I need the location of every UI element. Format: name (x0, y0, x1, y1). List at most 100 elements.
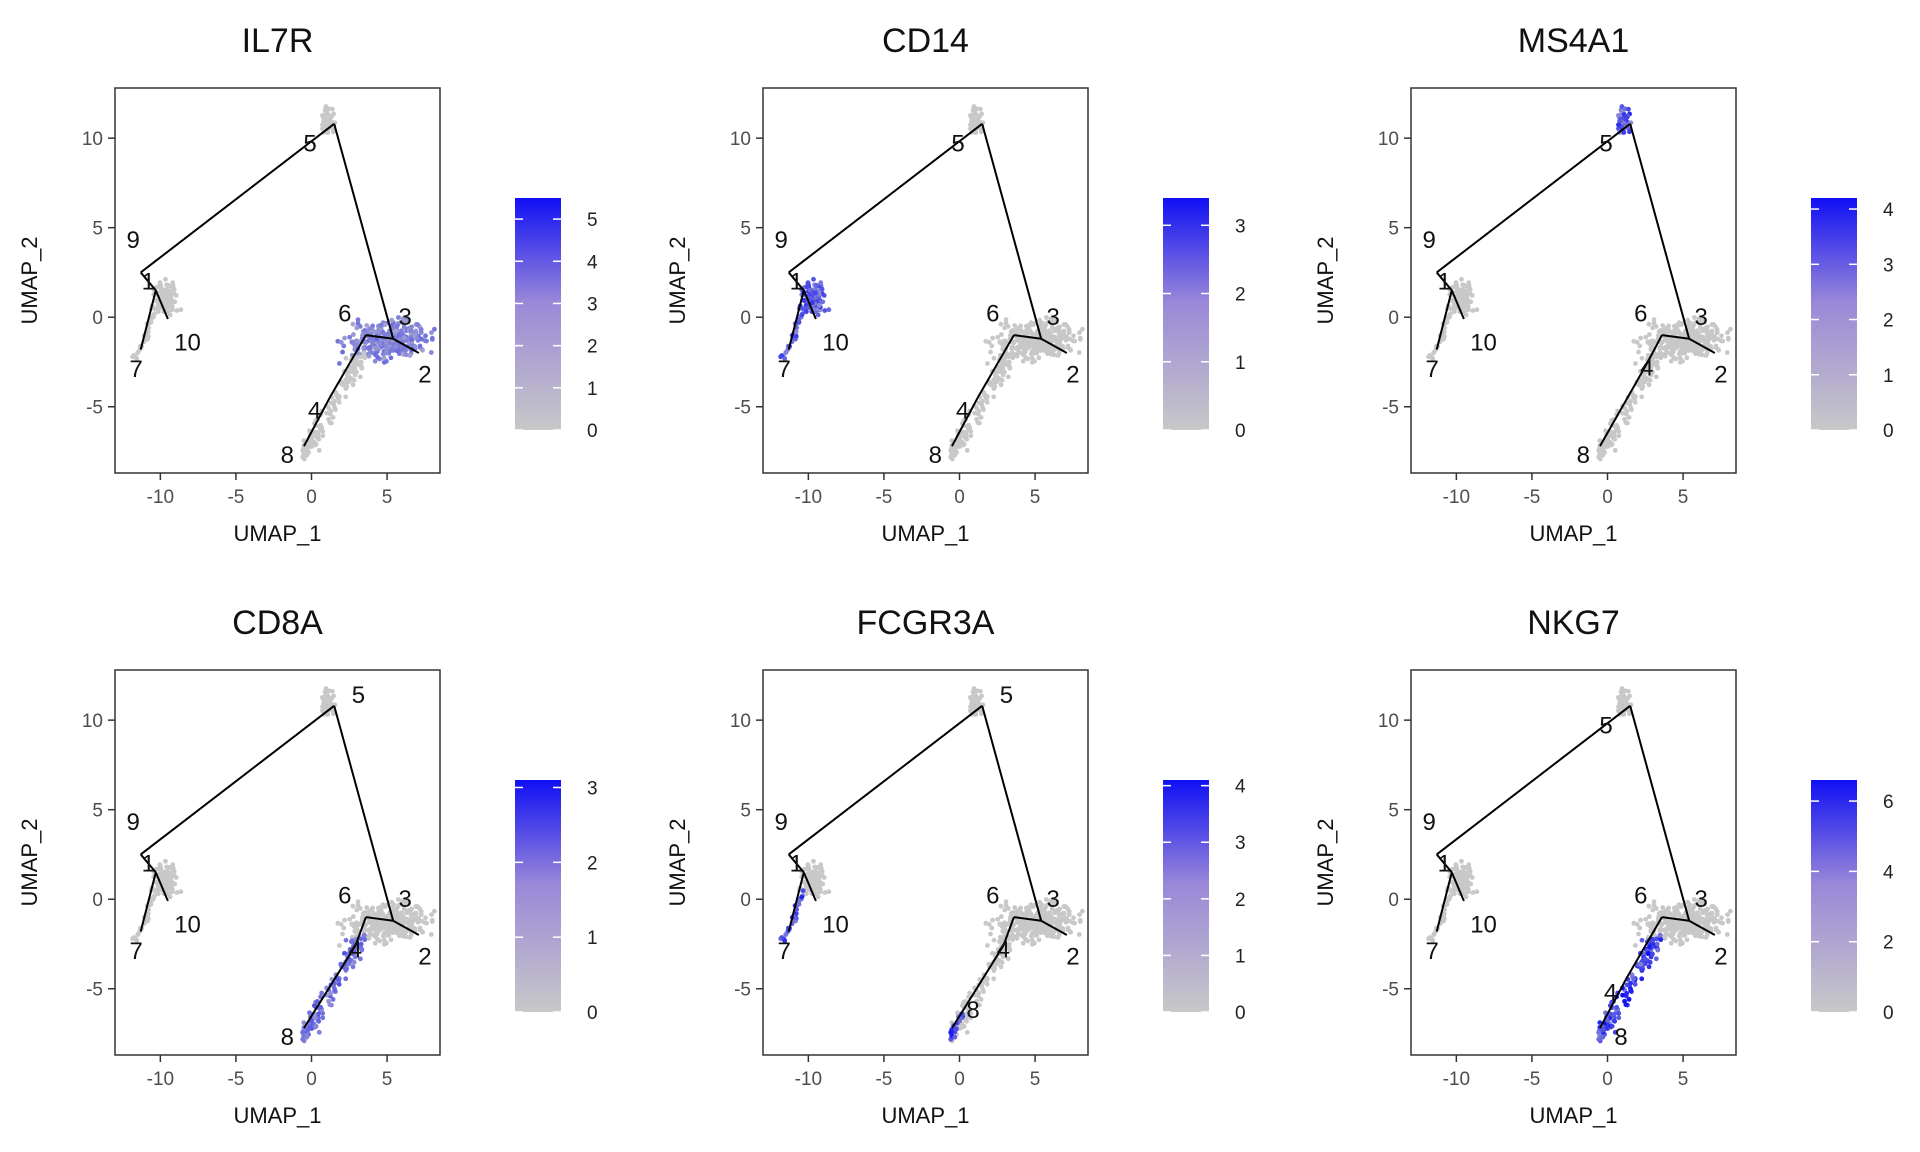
cell-point (309, 436, 315, 442)
cell-point (964, 1029, 970, 1035)
trajectory-edge (1661, 334, 1690, 340)
trajectory-node-label: 7 (777, 356, 790, 383)
cell-point (167, 894, 173, 900)
cell-point (1044, 332, 1050, 338)
cell-point (1018, 339, 1024, 345)
cell-point (782, 356, 788, 362)
x-tick-label: -5 (227, 487, 244, 508)
cell-point (1431, 932, 1437, 938)
y-tick-label: -5 (734, 398, 751, 419)
cell-point (1451, 309, 1457, 315)
cell-point (1430, 356, 1436, 362)
cell-point (341, 343, 347, 349)
cell-point (1719, 333, 1724, 339)
cell-point (1010, 328, 1016, 333)
cell-point (1474, 889, 1480, 895)
cell-point (1653, 374, 1659, 380)
cell-point (1657, 928, 1663, 933)
x-tick-label: 5 (1030, 487, 1041, 508)
cell-point (354, 338, 359, 344)
cell-point (968, 126, 973, 132)
cell-point (178, 307, 184, 313)
cell-point (394, 348, 400, 354)
cell-point (343, 355, 349, 361)
cell-point (422, 338, 428, 344)
cell-point (1643, 334, 1649, 340)
cell-point (1650, 325, 1656, 331)
trajectory-node-label: 7 (129, 356, 142, 383)
trajectory-node-label: 7 (1425, 356, 1438, 383)
trajectory-edge (139, 271, 157, 291)
cell-point (811, 858, 816, 864)
cell-points (1426, 686, 1733, 1044)
cell-point (809, 300, 815, 306)
x-tick-label: 5 (1678, 1069, 1689, 1090)
cell-point (1711, 322, 1716, 327)
trajectory-node-label: 2 (1066, 944, 1079, 971)
cell-point (812, 290, 818, 296)
cell-point (998, 332, 1004, 337)
cell-point (1655, 947, 1661, 953)
cell-point (1603, 428, 1608, 434)
cell-point (1057, 324, 1062, 330)
colorbar (1811, 780, 1857, 1012)
colorbar-tick-label: 0 (1235, 421, 1246, 442)
cell-point (400, 316, 406, 322)
cell-point (984, 399, 990, 405)
cell-point (1628, 988, 1634, 994)
cell-point (401, 324, 407, 330)
colorbar-tick-label: 5 (587, 210, 598, 231)
cell-point (1626, 106, 1631, 112)
cell-point (976, 408, 982, 414)
cell-point (1634, 921, 1640, 927)
trajectory-node-label: 3 (1695, 304, 1708, 331)
cell-point (423, 333, 428, 339)
cell-point (355, 899, 361, 905)
cell-point (1023, 936, 1028, 942)
cell-point (1678, 331, 1683, 337)
cell-point (1728, 908, 1733, 914)
cell-point (1474, 307, 1480, 313)
cell-point (372, 329, 378, 335)
cell-point (1044, 914, 1050, 920)
cell-point (415, 322, 420, 327)
trajectory-edge (1435, 271, 1453, 291)
colorbar-tick-label: 6 (1883, 792, 1894, 813)
cell-point (328, 408, 334, 414)
cell-point (983, 394, 988, 400)
cell-point (1631, 976, 1636, 982)
cell-point (1708, 332, 1714, 338)
cell-point (986, 921, 992, 927)
cell-point (1628, 406, 1634, 412)
cell-point (1012, 905, 1018, 910)
cell-point (811, 276, 816, 282)
cell-point (998, 964, 1004, 970)
cell-point (325, 111, 331, 117)
trajectory-node-label: 2 (1714, 362, 1727, 389)
cell-point (1002, 907, 1008, 913)
cell-point (991, 976, 997, 982)
cell-point (362, 328, 368, 333)
cell-point (814, 864, 819, 870)
trajectory-node-label: 10 (822, 911, 849, 938)
cell-point (152, 306, 158, 312)
trajectory-node-label: 2 (418, 362, 431, 389)
cell-points (1426, 104, 1733, 462)
cell-point (1684, 355, 1690, 361)
cell-point (991, 394, 997, 400)
cell-point (1033, 345, 1038, 351)
trajectory-edge (951, 397, 979, 447)
cell-point (325, 693, 331, 699)
cell-point (1650, 338, 1655, 344)
trajectory-node-label: 9 (126, 227, 139, 254)
cell-point (1639, 394, 1645, 400)
cell-point (330, 414, 336, 420)
trajectory-node-label: 4 (1640, 354, 1653, 381)
trajectory-node-label: 9 (774, 809, 787, 836)
cell-point (1705, 919, 1710, 924)
trajectory-node-label: 9 (1422, 227, 1435, 254)
cell-point (1466, 862, 1472, 868)
cell-point (1658, 937, 1664, 943)
cell-point (808, 877, 814, 883)
cell-point (388, 355, 394, 361)
